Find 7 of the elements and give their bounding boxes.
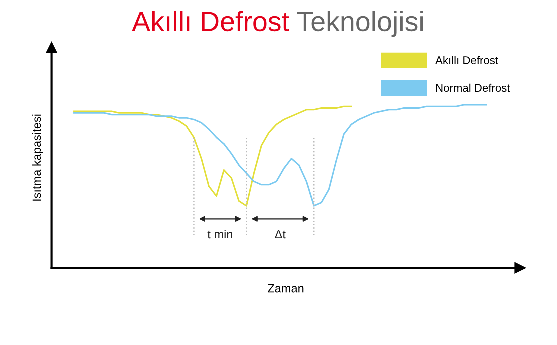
annotation: Δt [275,230,286,239]
y-axis-title: Isıtma kapasitesi [32,114,44,201]
x-axis-title: Zaman [268,284,304,293]
legend-label: Akıllı Defrost [436,56,498,64]
chart-title: Akıllı Defrost Teknolojisi [132,11,423,38]
legend-label: Normal Defrost [436,84,510,92]
annotation: t min [208,230,232,239]
